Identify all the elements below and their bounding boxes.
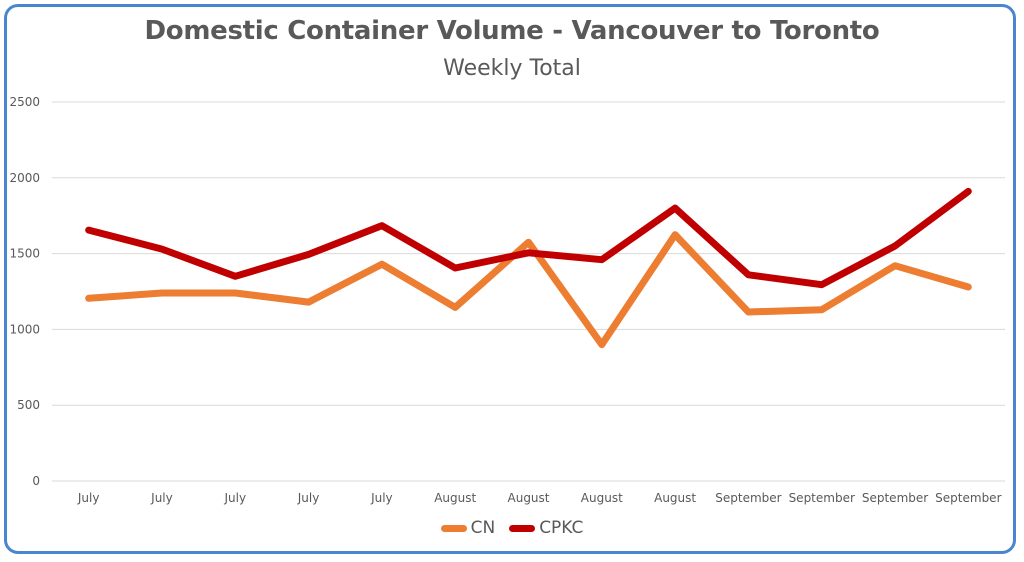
x-tick-label: July (77, 491, 100, 505)
x-tick-label: July (223, 491, 246, 505)
y-tick-label: 0 (32, 474, 40, 488)
y-tick-label: 500 (17, 398, 40, 412)
legend-label: CN (470, 518, 496, 538)
y-tick-label: 1500 (9, 247, 40, 261)
series-line-cpkc (85, 187, 972, 289)
legend-item-cn: CN (440, 518, 496, 538)
legend-item-cpkc: CPKC (509, 518, 583, 538)
x-tick-label: August (508, 491, 550, 505)
chart-title: Domestic Container Volume - Vancouver to… (144, 16, 880, 46)
x-tick-label: September (935, 491, 1001, 505)
x-tick-label: July (297, 491, 320, 505)
y-tick-label: 2000 (9, 171, 40, 185)
legend-swatch (440, 524, 467, 532)
chart-subtitle: Weekly Total (443, 56, 581, 81)
x-tick-label: September (715, 491, 781, 505)
x-tick-label: August (434, 491, 476, 505)
x-tick-label: September (789, 491, 855, 505)
legend-label: CPKC (539, 518, 584, 538)
x-tick-label: July (370, 491, 393, 505)
x-tick-label: September (862, 491, 928, 505)
x-tick-label: July (150, 491, 173, 505)
chart-frame (4, 4, 1016, 554)
x-tick-label: August (654, 491, 696, 505)
legend-swatch (509, 524, 536, 532)
legend: CN CPKC (0, 518, 1024, 538)
x-tick-label: August (581, 491, 623, 505)
series-line-cn (85, 231, 972, 349)
y-tick-label: 2500 (9, 95, 40, 109)
y-tick-label: 1000 (9, 322, 40, 336)
